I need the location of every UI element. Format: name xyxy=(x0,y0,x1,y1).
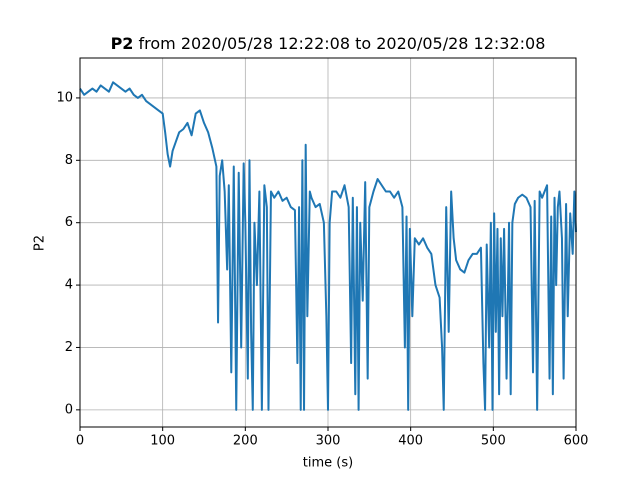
x-tick-label: 0 xyxy=(76,434,84,449)
x-axis-label: time (s) xyxy=(303,456,353,471)
y-axis-label: P2 xyxy=(33,235,48,251)
title-text: from 2020/05/28 12:22:08 to 2020/05/28 1… xyxy=(139,34,546,53)
y-tick-label: 0 xyxy=(65,402,73,417)
y-tick-label: 8 xyxy=(65,153,73,168)
title-bold: P2 xyxy=(111,34,134,53)
y-tick-label: 4 xyxy=(65,278,73,293)
x-tick-label: 100 xyxy=(150,434,175,449)
x-tick-label: 300 xyxy=(316,434,341,449)
y-tick-label: 2 xyxy=(65,340,73,355)
x-tick-label: 500 xyxy=(481,434,506,449)
chart-title: P2 from 2020/05/28 12:22:08 to 2020/05/2… xyxy=(111,34,546,53)
x-tick-label: 200 xyxy=(233,434,258,449)
y-tick-label: 10 xyxy=(56,90,73,105)
data-line xyxy=(79,81,577,411)
x-tick-label: 600 xyxy=(564,434,589,449)
axes-frame xyxy=(79,57,577,428)
x-tick-label: 400 xyxy=(398,434,423,449)
y-tick-label: 6 xyxy=(65,215,73,230)
